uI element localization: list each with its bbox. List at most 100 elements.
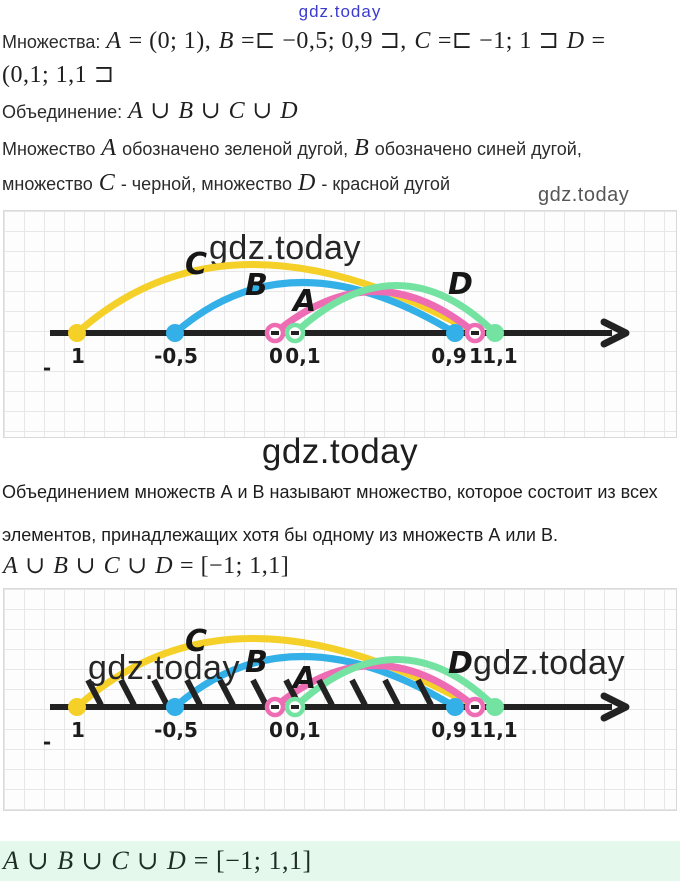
text-segment: D (167, 846, 186, 875)
text-segment: множество (2, 174, 98, 194)
text-segment: ∪ (129, 846, 167, 875)
text-segment: = (0; 1), (122, 28, 218, 54)
text-segment: D (298, 170, 316, 196)
text-segment: =⊏ −1; 1 ⊐ (431, 28, 566, 54)
union-hatching (85, 678, 434, 707)
point-11-filled (486, 324, 504, 342)
tick-minus05: -0,5 (154, 718, 198, 742)
point-11-filled (486, 698, 504, 716)
arc-label-d: D (448, 646, 473, 681)
text-segment: D (280, 98, 298, 124)
text-segment: =⊏ −0,5; 0,9 ⊐, (234, 28, 414, 54)
tick-1: 1 (469, 718, 483, 742)
text-segment: ∪ (245, 98, 280, 124)
point-minus05-filled (166, 324, 184, 342)
text-segment: C (103, 553, 120, 579)
tick-minus-sign: - (43, 356, 51, 380)
tick-01: 0,1 (285, 718, 320, 742)
text-segment: Множество (2, 139, 101, 159)
union-definition-line2: элементов, принадлежащих хотя бы одному … (2, 525, 558, 545)
arc-set-a (271, 662, 479, 711)
text-segment: Множества: (2, 32, 106, 52)
site-watermark-d2-left: gdz.today (88, 649, 240, 687)
text-segment: A (106, 28, 122, 54)
text-segment: A (101, 135, 117, 161)
color-legend-line2: множество C - черной, множество D - крас… (2, 170, 450, 197)
number-line-svg-2: gdz.today gdz.today C B A D 1 - -0,5 0 0… (43, 624, 630, 754)
text-segment: - красной дугой (316, 174, 450, 194)
axis-arrow-icon (600, 692, 630, 722)
point-1-dash (471, 705, 479, 709)
text-segment: Объединение: (2, 102, 128, 122)
text-segment: ∪ (120, 553, 155, 579)
text-segment: ∪ (194, 98, 228, 124)
text-segment: ∪ (18, 553, 53, 579)
union-definition-line1: Объединением множеств А и В называют мно… (2, 482, 658, 502)
tick-11: 1,1 (482, 718, 517, 742)
tick-1: 1 (469, 344, 483, 368)
arc-label-a: A (291, 284, 316, 319)
site-watermark-diagram1: gdz.today (209, 229, 361, 267)
arc-label-b: B (245, 268, 268, 303)
text-segment: ∪ (143, 98, 178, 124)
answer-formula: A ∪ B ∪ C ∪ D = [−1; 1,1] (2, 846, 312, 876)
text-segment: = (585, 28, 606, 54)
text-segment: = [−1; 1,1] (186, 846, 312, 875)
number-line-svg-1: gdz.today C B A D 1 - -0,5 0 0,1 0,9 1 1… (43, 229, 630, 380)
point-09-filled (446, 698, 464, 716)
text-segment: B (57, 846, 74, 875)
text-segment: обозначено синей дугой, (369, 139, 582, 159)
number-line-diagram-1: gdz.today C B A D 1 - -0,5 0 0,1 0,9 1 1… (3, 210, 677, 438)
point-minus1-filled (68, 324, 86, 342)
tick-09: 0,9 (431, 718, 466, 742)
tick-minus1: 1 (71, 344, 85, 368)
text-segment: A (3, 846, 19, 875)
point-0-dash (271, 331, 279, 335)
text-segment: A (3, 553, 18, 579)
arc-label-c: C (185, 624, 207, 659)
text-segment: ∪ (68, 553, 103, 579)
point-09-filled (446, 324, 464, 342)
site-watermark-top-right: gdz.today (538, 184, 630, 206)
arc-set-a (271, 288, 479, 337)
number-line-diagram-2: gdz.today gdz.today C B A D 1 - -0,5 0 0… (3, 588, 677, 811)
text-segment: C (111, 846, 129, 875)
arc-label-d: D (448, 267, 473, 302)
text-segment: (0,1; 1,1 ⊐ (2, 62, 115, 88)
text-segment: = [−1; 1,1] (173, 553, 290, 579)
sets-definition-line1: Множества: A = (0; 1), B =⊏ −0,5; 0,9 ⊐,… (2, 26, 606, 55)
text-segment: обозначено зеленой дугой, (117, 139, 354, 159)
text-segment: C (228, 98, 245, 124)
text-segment: A (128, 98, 143, 124)
point-01-dash (291, 705, 299, 709)
point-0-dash (271, 705, 279, 709)
point-minus05-filled (166, 698, 184, 716)
arc-set-d (291, 282, 499, 337)
text-segment: B (178, 98, 194, 124)
tick-01: 0,1 (285, 344, 320, 368)
union-result-formula: A ∪ B ∪ C ∪ D = [−1; 1,1] (2, 551, 289, 580)
tick-minus05: -0,5 (154, 344, 198, 368)
point-1-dash (471, 331, 479, 335)
arc-set-c (73, 635, 479, 711)
tick-09: 0,9 (431, 344, 466, 368)
arc-set-c (73, 261, 479, 337)
sets-definition-line2: (0,1; 1,1 ⊐ (2, 60, 114, 89)
site-watermark-top: gdz.today (298, 2, 382, 21)
text-segment: D (566, 28, 585, 54)
color-legend-line1: Множество A обозначено зеленой дугой, B … (2, 135, 582, 162)
text-segment: ∪ (74, 846, 111, 875)
arc-set-b (171, 653, 459, 711)
axis-arrow-icon (600, 318, 630, 348)
tick-minus-sign: - (43, 730, 51, 754)
text-segment: D (155, 553, 173, 579)
arc-label-c: C (185, 247, 207, 282)
text-segment: B (218, 28, 234, 54)
arc-set-b (171, 279, 459, 337)
point-minus1-filled (68, 698, 86, 716)
text-segment: - черной, множество (115, 174, 298, 194)
text-segment: C (414, 28, 431, 54)
text-segment: B (354, 135, 369, 161)
text-segment: C (98, 170, 115, 196)
